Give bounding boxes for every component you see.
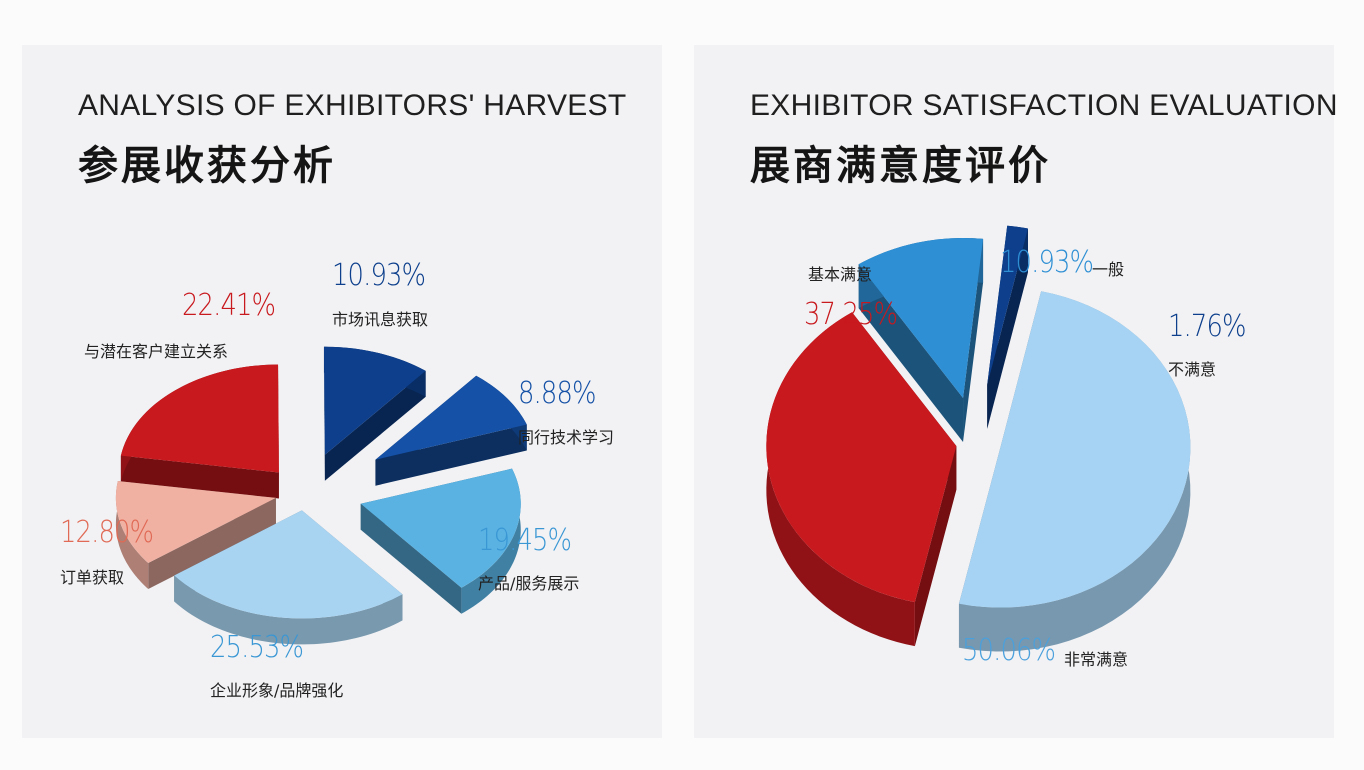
pie-slice-cut-face xyxy=(148,497,276,590)
pie-slice xyxy=(375,375,527,486)
pie-slice-cut-face xyxy=(375,424,527,486)
data-label-name: 基本满意 xyxy=(808,265,873,284)
pie-slice-cut-face xyxy=(324,370,426,481)
pie-slice-cut-face xyxy=(858,264,964,442)
pie-slice-top xyxy=(987,225,1028,385)
data-label-value: 50.06% xyxy=(962,633,1056,668)
data-label-value: 22.41% xyxy=(182,288,276,323)
pie-slice-side xyxy=(958,291,1191,652)
data-label-value: 10.93% xyxy=(1000,245,1094,280)
chart-title: EXHIBITOR SATISFACTION EVALUATION xyxy=(750,89,1338,122)
data-label-name: 与潜在客户建立关系 xyxy=(84,342,229,361)
pie-slice-side xyxy=(174,575,403,645)
pie-slice xyxy=(323,346,426,481)
pie-slice xyxy=(360,468,521,614)
pie-slice xyxy=(174,510,403,645)
data-label-name: 同行技术学习 xyxy=(518,428,615,447)
pie-slice-side xyxy=(766,312,915,647)
pie-slice xyxy=(958,291,1191,652)
pie-chart-satisfaction xyxy=(766,225,1191,652)
data-label-name: 订单获取 xyxy=(60,568,125,587)
chart-panel-satisfaction: EXHIBITOR SATISFACTION EVALUATION 展商满意度评… xyxy=(694,45,1337,738)
pie-slice-cut-face xyxy=(120,455,279,499)
pie-slice-top xyxy=(174,510,403,619)
pie-slice xyxy=(120,364,279,499)
pie-slice xyxy=(858,237,984,442)
pie-slice-cut-face xyxy=(963,238,984,442)
chart-panel-harvest: ANALYSIS OF EXHIBITORS' HARVEST 参展收获分析 2… xyxy=(22,45,662,738)
pie-slice xyxy=(987,225,1028,429)
pie-slice-top xyxy=(766,312,957,603)
pie-slice-cut-face xyxy=(323,346,325,481)
pie-slice-top xyxy=(323,346,426,455)
pie-slice xyxy=(766,312,957,647)
pie-slice xyxy=(115,481,276,590)
data-label-name: 一般 xyxy=(1092,260,1125,279)
data-label-name: 不满意 xyxy=(1168,360,1217,379)
pie-slice-top xyxy=(115,481,276,564)
pie-slice-top xyxy=(360,468,521,588)
pie-slice-top xyxy=(120,364,279,473)
data-label-name: 市场讯息获取 xyxy=(332,310,429,329)
data-label-value: 25.53% xyxy=(210,630,304,665)
data-label-value: 19.45% xyxy=(478,523,572,558)
data-label-name: 企业形象/品牌强化 xyxy=(210,681,344,700)
data-label-name: 非常满意 xyxy=(1064,650,1129,669)
pie-slice-cut-face xyxy=(360,503,462,614)
pie-slice-top xyxy=(375,375,527,460)
pie-slice-top xyxy=(858,237,984,398)
data-label-name: 产品/服务展示 xyxy=(478,574,580,593)
pie-slice-cut-face xyxy=(914,446,957,647)
data-label-value: 37.25% xyxy=(804,297,898,332)
pie-chart-harvest xyxy=(115,346,527,645)
pie-slice-top xyxy=(958,291,1191,608)
data-label-value: 1.76% xyxy=(1168,309,1247,344)
data-label-value: 12.80% xyxy=(60,515,154,550)
data-label-value: 8.88% xyxy=(518,376,597,411)
chart-subtitle: 参展收获分析 xyxy=(78,143,336,189)
pie-slice-side xyxy=(115,481,149,590)
chart-subtitle: 展商满意度评价 xyxy=(750,143,1051,189)
chart-title: ANALYSIS OF EXHIBITORS' HARVEST xyxy=(78,89,627,122)
data-label-value: 10.93% xyxy=(332,258,426,293)
pie-slice-cut-face xyxy=(987,228,1028,429)
